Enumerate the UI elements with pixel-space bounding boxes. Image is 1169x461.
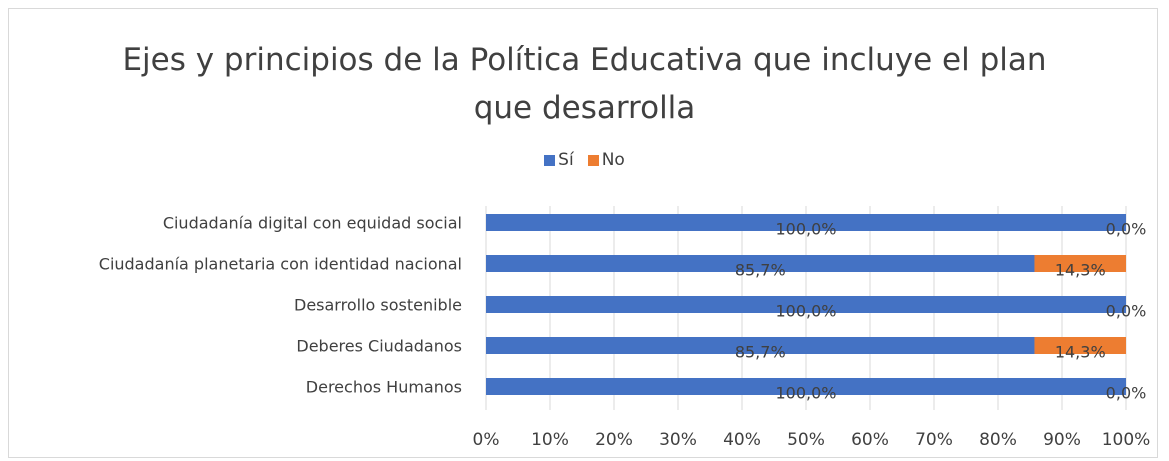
bar-segment <box>1034 337 1126 354</box>
legend-swatch-no <box>587 154 599 166</box>
data-label: 85,7% <box>735 343 786 362</box>
x-tick-label: 90% <box>1043 430 1081 450</box>
data-label: 85,7% <box>735 261 786 280</box>
bar-segment <box>1034 255 1126 272</box>
data-label: 0,0% <box>1106 220 1147 239</box>
x-tick-label: 20% <box>595 430 633 450</box>
category-label: Deberes Ciudadanos <box>296 337 462 356</box>
category-label: Desarrollo sostenible <box>294 296 462 315</box>
chart-title-line-2: que desarrolla <box>473 90 696 126</box>
legend-label-no: No <box>601 150 625 170</box>
data-label: 14,3% <box>1055 343 1106 362</box>
chart-legend: Sí No <box>0 150 1169 170</box>
data-label: 0,0% <box>1106 384 1147 403</box>
data-label: 100,0% <box>775 302 836 321</box>
x-tick-label: 80% <box>979 430 1017 450</box>
x-tick-label: 10% <box>531 430 569 450</box>
data-label: 0,0% <box>1106 302 1147 321</box>
bar-segment <box>486 255 1035 272</box>
x-tick-label: 70% <box>915 430 953 450</box>
data-label: 100,0% <box>775 220 836 239</box>
legend-label-si: Sí <box>558 150 574 170</box>
legend-swatch-si <box>544 154 556 166</box>
chart-title-line-1: Ejes y principios de la Política Educati… <box>122 42 1047 78</box>
category-label: Ciudadanía planetaria con identidad naci… <box>99 255 462 274</box>
legend-item-si: Sí <box>544 150 574 170</box>
bar-segment <box>486 296 1126 313</box>
x-tick-label: 50% <box>787 430 825 450</box>
x-tick-label: 30% <box>659 430 697 450</box>
x-tick-label: 100% <box>1102 430 1151 450</box>
bar-segment <box>486 378 1126 395</box>
category-label: Ciudadanía digital con equidad social <box>163 214 462 233</box>
x-tick-label: 60% <box>851 430 889 450</box>
data-label: 14,3% <box>1055 261 1106 280</box>
legend-item-no: No <box>587 150 625 170</box>
data-label: 100,0% <box>775 384 836 403</box>
x-tick-label: 0% <box>473 430 500 450</box>
x-tick-label: 40% <box>723 430 761 450</box>
category-label: Derechos Humanos <box>306 378 462 397</box>
bar-segment <box>486 214 1126 231</box>
bar-segment <box>486 337 1035 354</box>
chart-title: Ejes y principios de la Política Educati… <box>0 36 1169 132</box>
